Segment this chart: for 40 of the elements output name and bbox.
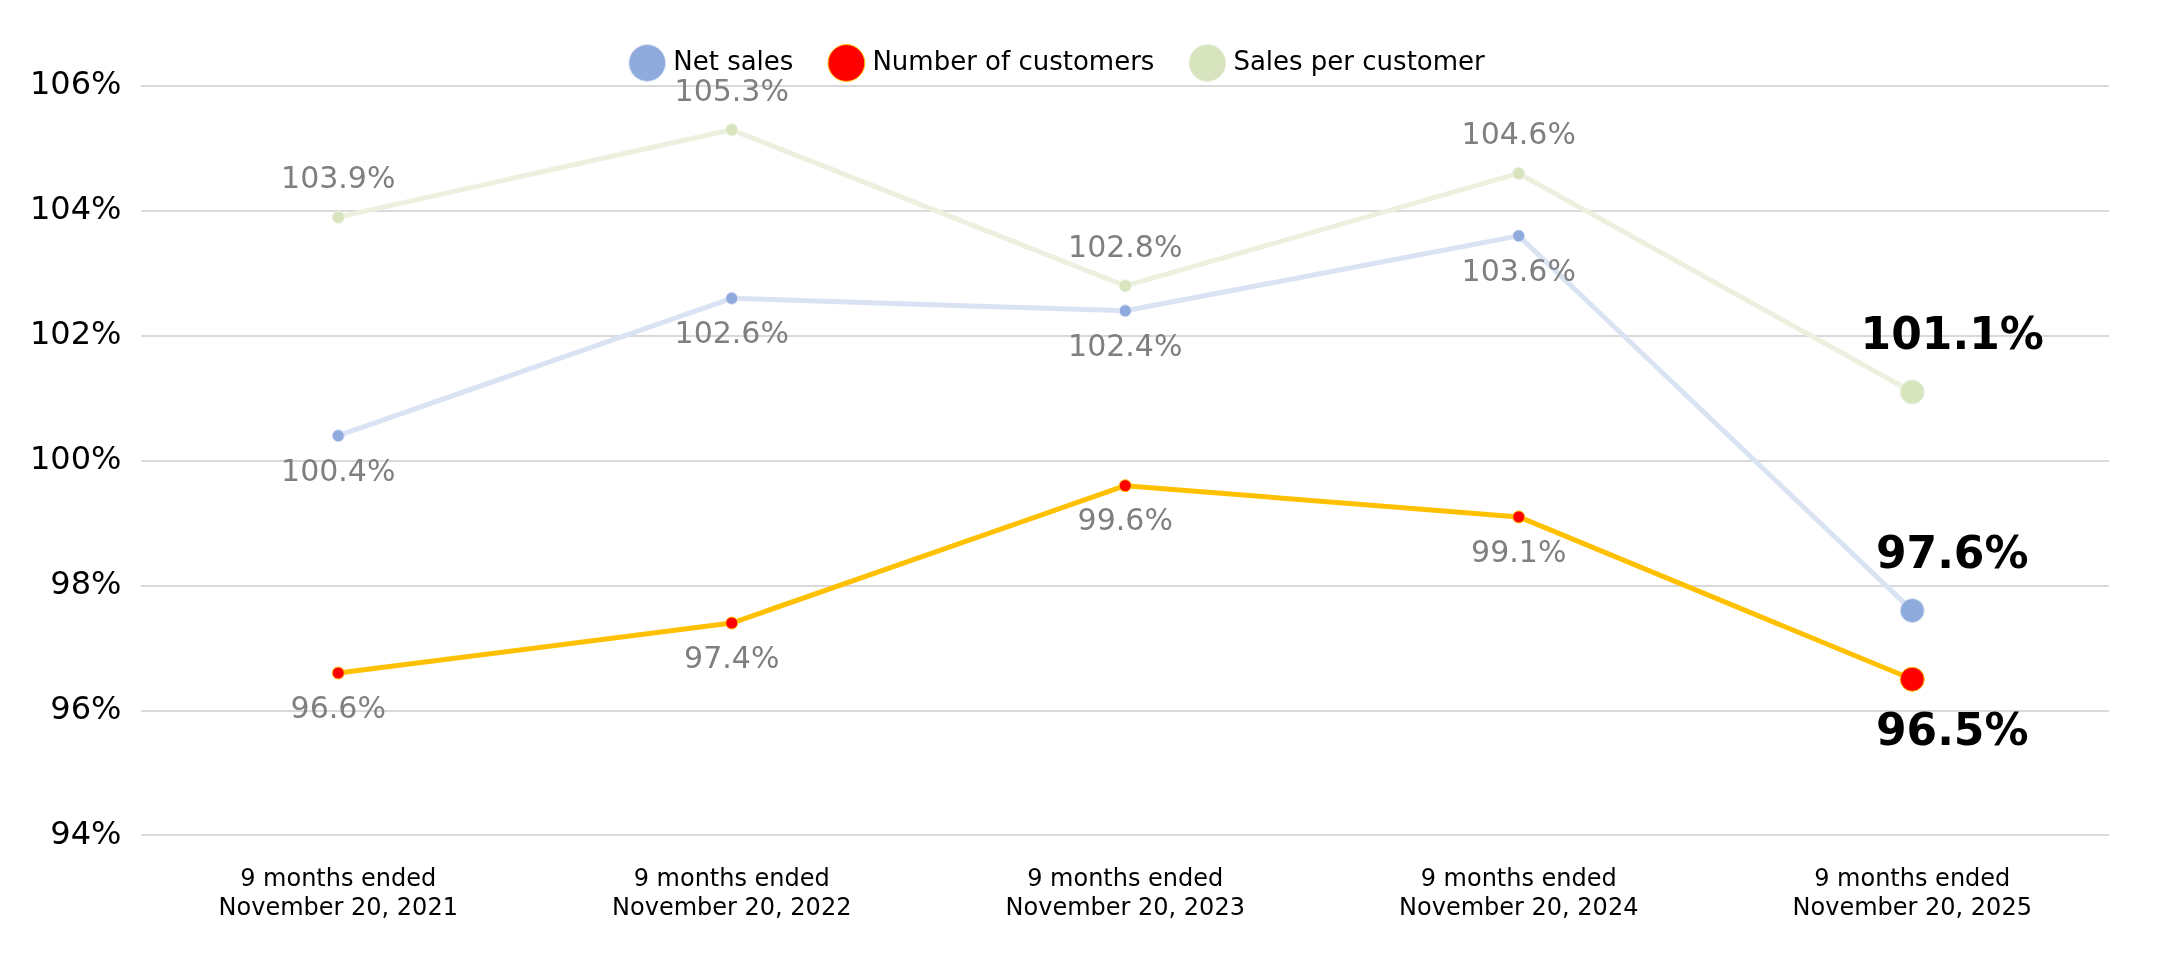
y-tick-label: 104% bbox=[30, 189, 122, 228]
x-tick-label: 9 months ended November 20, 2022 bbox=[612, 864, 852, 921]
data-label: 103.9% bbox=[281, 159, 396, 195]
y-tick-label: 96% bbox=[50, 688, 122, 727]
data-label: 102.4% bbox=[1068, 327, 1183, 363]
point bbox=[725, 291, 739, 305]
data-label: 99.6% bbox=[1077, 502, 1173, 538]
x-tick-label: 9 months ended November 20, 2023 bbox=[1005, 864, 1245, 921]
x-tick-label: 9 months ended November 20, 2021 bbox=[218, 864, 458, 921]
data-label: 101.1% bbox=[1860, 308, 2044, 360]
data-label: 96.6% bbox=[290, 689, 386, 725]
x-tick-label: 9 months ended November 20, 2025 bbox=[1792, 864, 2032, 921]
point bbox=[331, 429, 345, 443]
point bbox=[331, 666, 345, 680]
data-label: 97.4% bbox=[684, 639, 780, 675]
point bbox=[1512, 229, 1526, 243]
data-label: 104.6% bbox=[1461, 116, 1576, 152]
data-label: 96.5% bbox=[1875, 703, 2029, 755]
y-tick-label: 102% bbox=[30, 314, 122, 353]
data-label: 103.6% bbox=[1461, 252, 1576, 288]
y-tick-label: 100% bbox=[30, 439, 122, 478]
data-label: 99.1% bbox=[1471, 533, 1567, 569]
data-label: 102.6% bbox=[674, 315, 789, 351]
x-tick-label: 9 months ended November 20, 2024 bbox=[1399, 864, 1639, 921]
legend-label: Sales per customer bbox=[1233, 45, 1486, 76]
data-label: 102.8% bbox=[1068, 228, 1183, 264]
legend-label: Number of customers bbox=[872, 45, 1155, 76]
point bbox=[1118, 479, 1132, 493]
y-tick-label: 98% bbox=[50, 563, 122, 602]
point bbox=[725, 616, 739, 630]
data-label: 100.4% bbox=[281, 452, 396, 488]
y-tick-label: 106% bbox=[30, 64, 122, 103]
point bbox=[1512, 510, 1526, 524]
point bbox=[331, 210, 345, 224]
point bbox=[1118, 279, 1132, 293]
point bbox=[1512, 166, 1526, 180]
y-tick-label: 94% bbox=[50, 813, 122, 852]
point bbox=[725, 123, 739, 137]
point bbox=[1118, 304, 1132, 318]
data-label: 97.6% bbox=[1875, 527, 2029, 579]
